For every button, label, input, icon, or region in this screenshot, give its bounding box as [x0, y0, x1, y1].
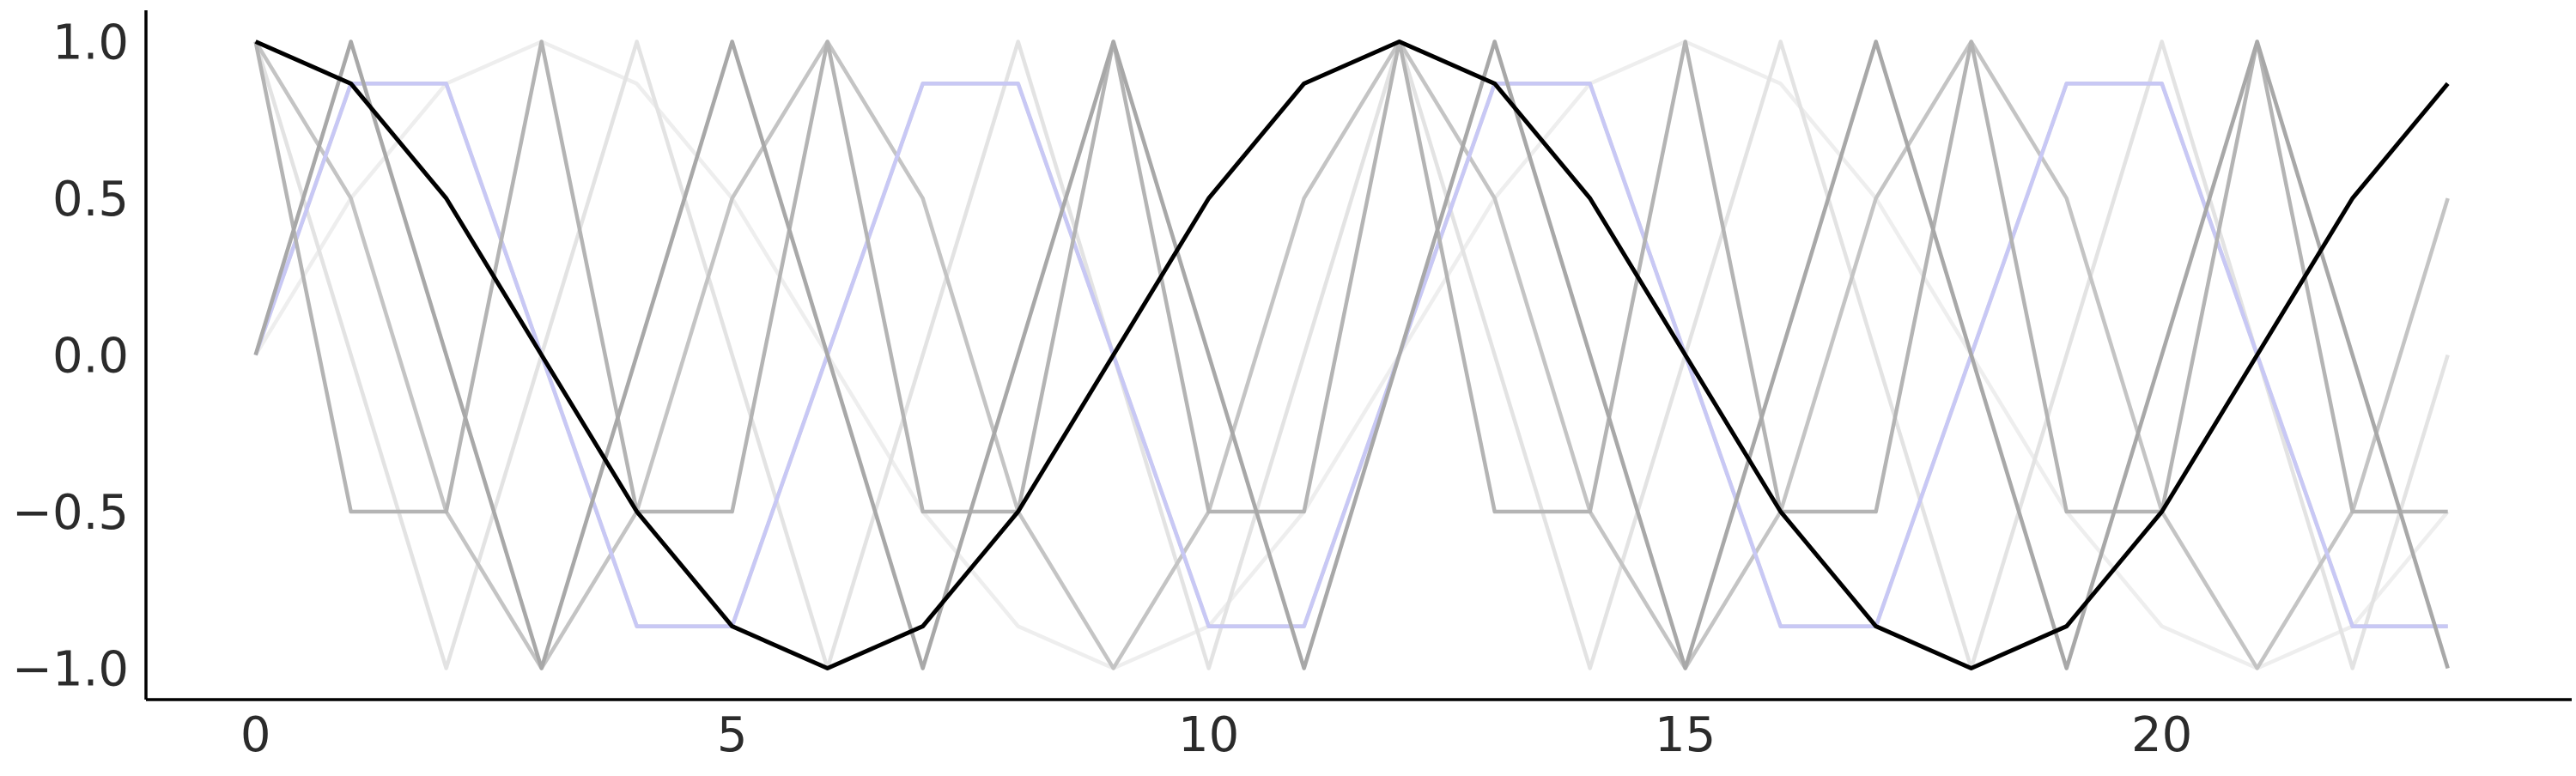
series-line-10: [254, 39, 2450, 670]
y-tick-label: −0.5: [12, 485, 129, 541]
series-line-6: [253, 82, 2448, 628]
series-layer: [253, 39, 2450, 670]
x-tick-label: 20: [2131, 707, 2192, 763]
series-line-9: [253, 39, 2450, 670]
x-tick-label: 10: [1178, 707, 1239, 763]
y-tick-label: 0.0: [52, 329, 129, 385]
y-tick-label: −1.0: [12, 642, 129, 698]
y-tick-label: 1.0: [52, 15, 129, 71]
x-tick-labels: 0 5 10 15 20: [240, 707, 2192, 763]
y-tick-label: 0.5: [52, 172, 129, 227]
y-tick-labels: 1.0 0.5 0.0 −0.5 −1.0: [12, 15, 129, 698]
series-line-7: [253, 82, 2448, 628]
x-tick-label: 15: [1655, 707, 1716, 763]
series-line-8: [253, 39, 2448, 514]
x-tick-label: 5: [717, 707, 748, 763]
series-line-2: [253, 39, 2450, 670]
series-line-5: [253, 39, 2450, 670]
axes-layer: [144, 10, 2572, 701]
series-line-3: [253, 39, 2450, 670]
x-tick-label: 0: [240, 707, 271, 763]
